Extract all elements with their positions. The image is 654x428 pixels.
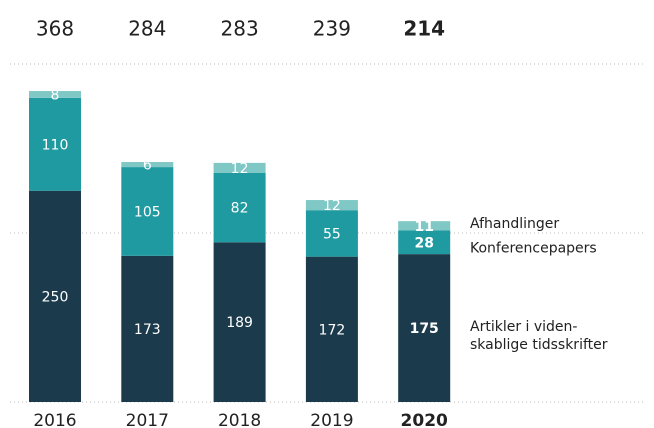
value-label: 175	[410, 321, 439, 337]
bar-segment	[29, 190, 81, 402]
value-label: 12	[231, 161, 249, 177]
value-label: 172	[319, 322, 346, 338]
total-label: 368	[36, 17, 74, 41]
x-tick-label: 2018	[218, 411, 261, 428]
bar-segment	[305, 200, 358, 211]
value-label: 110	[42, 137, 69, 153]
total-label: 214	[403, 17, 445, 41]
legend-label: Artikler i viden-skablige tidsskrifter	[470, 319, 608, 353]
value-label: 12	[323, 198, 341, 214]
bar-segment	[121, 162, 174, 168]
legend-label: Afhandlinger	[470, 216, 559, 232]
value-label: 105	[134, 204, 161, 220]
x-tick-label: 2019	[310, 411, 353, 428]
bar-segment	[213, 242, 266, 402]
value-label: 55	[323, 226, 341, 242]
x-tick-label: 2020	[401, 411, 448, 428]
bar-segment	[398, 230, 451, 255]
value-label: 189	[226, 315, 253, 331]
total-label: 239	[313, 17, 351, 41]
value-label: 8	[51, 87, 60, 103]
value-label: 28	[414, 235, 433, 251]
total-label: 283	[221, 17, 259, 41]
bar-segment	[29, 97, 81, 191]
value-label: 11	[414, 219, 433, 235]
bar-segment	[29, 91, 81, 98]
value-label: 173	[134, 322, 161, 338]
bar-segment	[305, 256, 358, 402]
bar-segment	[213, 173, 266, 243]
value-label: 250	[42, 289, 69, 305]
x-tick-label: 2016	[33, 411, 76, 428]
bar-segment	[398, 221, 451, 231]
bar-segment	[213, 162, 266, 174]
total-label: 284	[128, 17, 166, 41]
bar-segment	[121, 167, 174, 256]
x-tick-label: 2017	[126, 411, 169, 428]
value-label: 6	[143, 158, 152, 174]
legend-label: Konferencepapers	[470, 240, 597, 256]
bar-segment	[305, 210, 358, 257]
bar-segment	[121, 255, 174, 402]
bar-segment	[398, 254, 451, 402]
value-label: 82	[231, 201, 249, 217]
